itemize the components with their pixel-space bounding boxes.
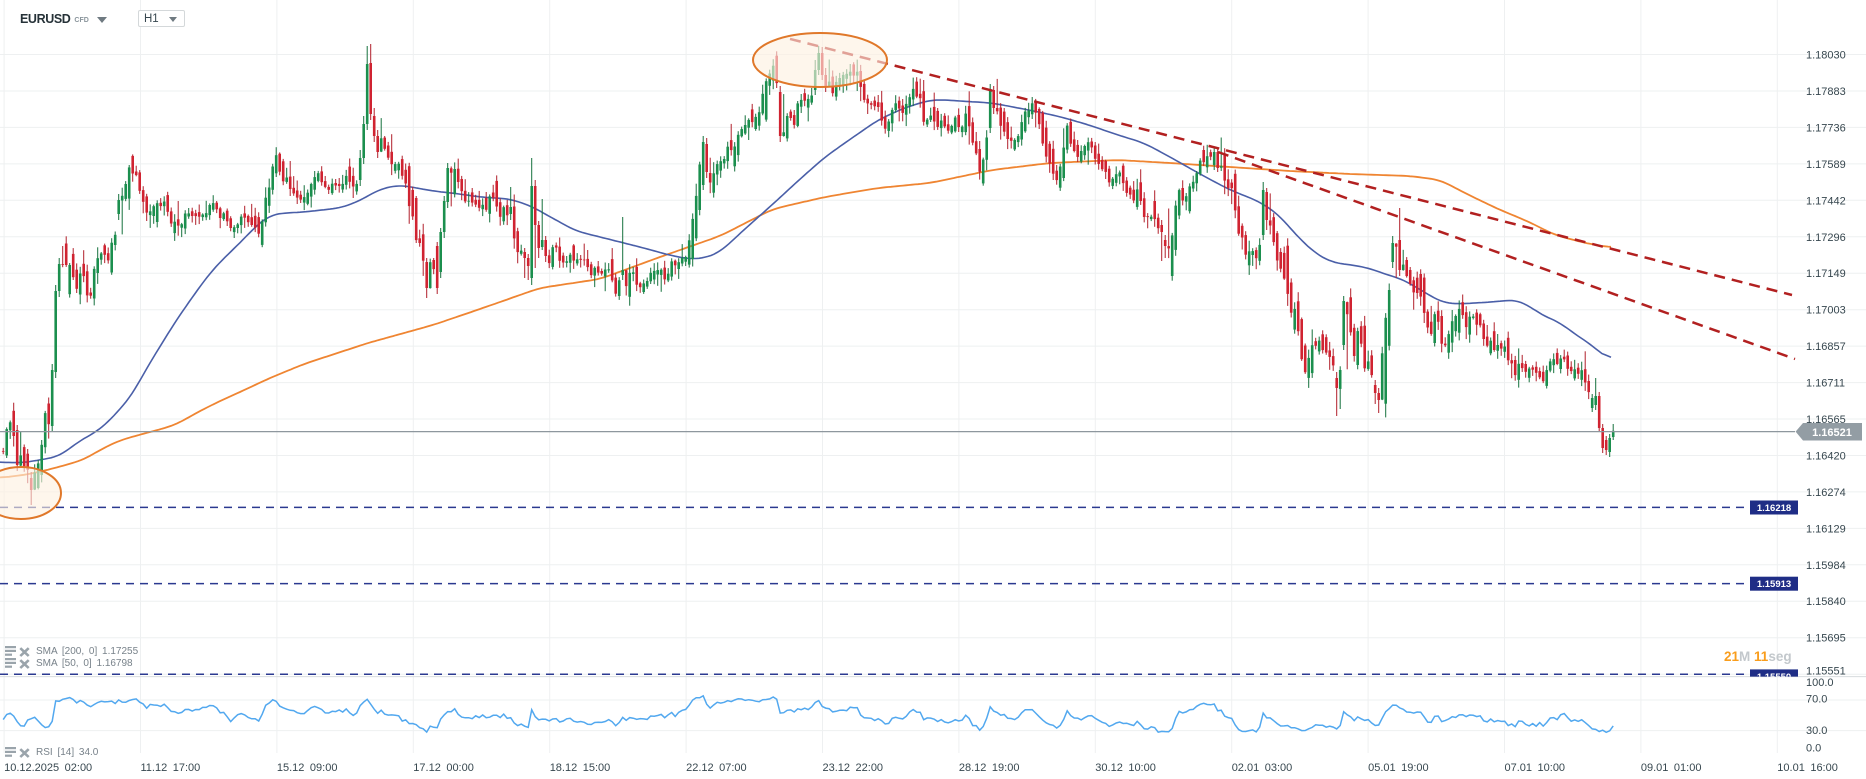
- svg-text:1.17003: 1.17003: [1806, 305, 1846, 317]
- svg-text:1.16521: 1.16521: [1812, 427, 1852, 439]
- svg-text:1.18030: 1.18030: [1806, 50, 1846, 62]
- svg-text:1.16218: 1.16218: [1757, 503, 1791, 514]
- svg-text:1.17149: 1.17149: [1806, 268, 1846, 280]
- svg-text:1.17589: 1.17589: [1806, 159, 1846, 171]
- svg-text:1.17883: 1.17883: [1806, 86, 1846, 98]
- svg-text:1.15550: 1.15550: [1757, 672, 1791, 683]
- svg-text:10.01 16:00: 10.01 16:00: [1777, 762, 1838, 774]
- svg-text:10.12.2025 02:00: 10.12.2025 02:00: [4, 762, 92, 774]
- svg-text:1.16711: 1.16711: [1806, 378, 1845, 390]
- svg-text:21M 11seg: 21M 11seg: [1724, 649, 1792, 664]
- svg-text:70.0: 70.0: [1806, 694, 1827, 706]
- svg-text:0.0: 0.0: [1806, 743, 1821, 755]
- svg-text:1.17736: 1.17736: [1806, 122, 1846, 134]
- svg-text:1.15695: 1.15695: [1806, 633, 1846, 645]
- svg-text:1.16565: 1.16565: [1806, 414, 1846, 426]
- svg-text:07.01 10:00: 07.01 10:00: [1505, 762, 1566, 774]
- svg-text:02.01 03:00: 02.01 03:00: [1232, 762, 1293, 774]
- svg-text:100.0: 100.0: [1806, 677, 1834, 689]
- svg-text:1.15913: 1.15913: [1757, 579, 1791, 590]
- svg-text:22.12 07:00: 22.12 07:00: [686, 762, 747, 774]
- svg-text:09.01 01:00: 09.01 01:00: [1641, 762, 1702, 774]
- svg-text:1.17442: 1.17442: [1806, 195, 1846, 207]
- svg-text:17.12 00:00: 17.12 00:00: [413, 762, 474, 774]
- svg-text:1.16129: 1.16129: [1806, 523, 1846, 535]
- svg-text:05.01 19:00: 05.01 19:00: [1368, 762, 1429, 774]
- svg-text:30.0: 30.0: [1806, 725, 1827, 737]
- svg-text:15.12 09:00: 15.12 09:00: [277, 762, 338, 774]
- svg-text:1.16274: 1.16274: [1806, 487, 1846, 499]
- svg-text:30.12 10:00: 30.12 10:00: [1095, 762, 1156, 774]
- svg-text:11.12 17:00: 11.12 17:00: [141, 762, 201, 774]
- svg-text:28.12 19:00: 28.12 19:00: [959, 762, 1020, 774]
- svg-text:1.16420: 1.16420: [1806, 451, 1846, 463]
- svg-text:1.17296: 1.17296: [1806, 232, 1846, 244]
- svg-text:23.12 22:00: 23.12 22:00: [823, 762, 884, 774]
- svg-text:1.15551: 1.15551: [1806, 666, 1846, 678]
- svg-text:1.15840: 1.15840: [1806, 596, 1846, 608]
- svg-text:1.16857: 1.16857: [1806, 341, 1846, 353]
- svg-text:1.15984: 1.15984: [1806, 560, 1846, 572]
- svg-text:18.12 15:00: 18.12 15:00: [550, 762, 611, 774]
